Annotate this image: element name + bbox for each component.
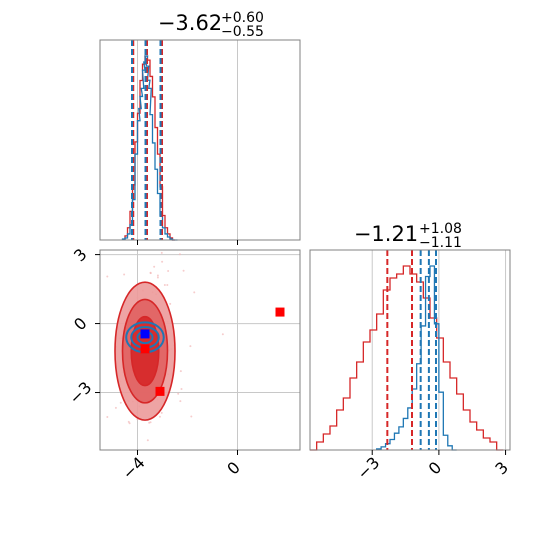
- sample-point: [114, 406, 117, 409]
- sample-point: [193, 291, 196, 294]
- sample-point: [166, 284, 169, 287]
- y-tick-label: −3: [65, 378, 95, 408]
- histogram-series-blue: [376, 265, 457, 451]
- param1-title: −3.62: [158, 11, 222, 35]
- quantile-lines: [131, 40, 163, 240]
- x-tick-labels: −3 0 3: [353, 453, 512, 483]
- marginal-histogram-param2: −3 0 3 −1.21 +1.08 −1.11: [309, 221, 512, 483]
- sample-point: [190, 415, 193, 418]
- sample-point: [180, 387, 183, 390]
- truth-marker-3: [275, 307, 285, 317]
- x-tick-labels: −4 0: [119, 453, 244, 483]
- param2-title-sup: +1.08: [419, 221, 462, 237]
- truth-marker-1: [140, 344, 150, 354]
- sample-point: [119, 401, 122, 404]
- param2-title: −1.21: [354, 222, 418, 246]
- sample-point: [160, 411, 163, 414]
- sample-point: [156, 276, 159, 279]
- sample-point: [189, 345, 192, 348]
- sample-point: [161, 260, 164, 263]
- x-tick-label: 3: [491, 458, 512, 479]
- param2-title-sub: −1.11: [419, 235, 462, 251]
- x-tick-label: −3: [353, 453, 383, 483]
- axis-ticks: [371, 450, 507, 455]
- sample-point: [149, 271, 152, 274]
- x-tick-label: −4: [119, 453, 149, 483]
- axis-ticks: [95, 254, 238, 455]
- sample-point: [148, 421, 151, 424]
- x-tick-label: 0: [223, 458, 244, 479]
- axes-frame: [99, 39, 301, 241]
- x-tick-label: 0: [425, 458, 446, 479]
- truth-markers: [140, 307, 285, 396]
- param1-title-sub: −0.55: [221, 24, 264, 40]
- histogram-steps: [310, 265, 504, 451]
- param1-title-sup: +0.60: [221, 10, 264, 26]
- param1-title-value: −3.62: [158, 11, 222, 35]
- sample-point: [182, 269, 185, 272]
- axis-ticks: [137, 240, 238, 245]
- sample-point: [177, 392, 180, 395]
- histogram-steps: [121, 55, 178, 241]
- joint-scatter-panel: −4 0 3 0 −3: [65, 245, 301, 483]
- sample-point: [106, 275, 109, 278]
- sample-point: [153, 265, 156, 268]
- truth-marker-0: [140, 329, 150, 339]
- sample-point: [167, 270, 170, 273]
- histogram-series-red: [310, 265, 504, 451]
- sample-point: [163, 284, 166, 287]
- truth-marker-2: [155, 386, 165, 396]
- sample-point: [179, 400, 182, 403]
- histogram-series-blue: [121, 55, 178, 241]
- sample-point: [128, 422, 131, 425]
- axes-frame: [99, 249, 301, 451]
- y-tick-labels: 3 0 −3: [65, 245, 95, 408]
- quantile-lines: [386, 250, 437, 450]
- param2-title-value: −1.21: [354, 222, 418, 246]
- sample-point: [127, 420, 130, 423]
- sample-point: [169, 302, 172, 305]
- axes-frame: [309, 249, 511, 451]
- sample-point: [156, 274, 159, 277]
- sample-point: [123, 273, 126, 276]
- sample-point: [158, 415, 161, 418]
- sample-point: [221, 333, 224, 336]
- sample-point: [106, 416, 109, 419]
- sample-point: [178, 253, 181, 256]
- marginal-histogram-param1: −3.62 +0.60 −0.55: [99, 10, 301, 245]
- y-tick-label: 3: [70, 245, 91, 266]
- sample-point: [146, 439, 149, 442]
- y-tick-label: 0: [70, 314, 91, 335]
- sample-point: [179, 370, 182, 373]
- sample-point: [160, 251, 163, 254]
